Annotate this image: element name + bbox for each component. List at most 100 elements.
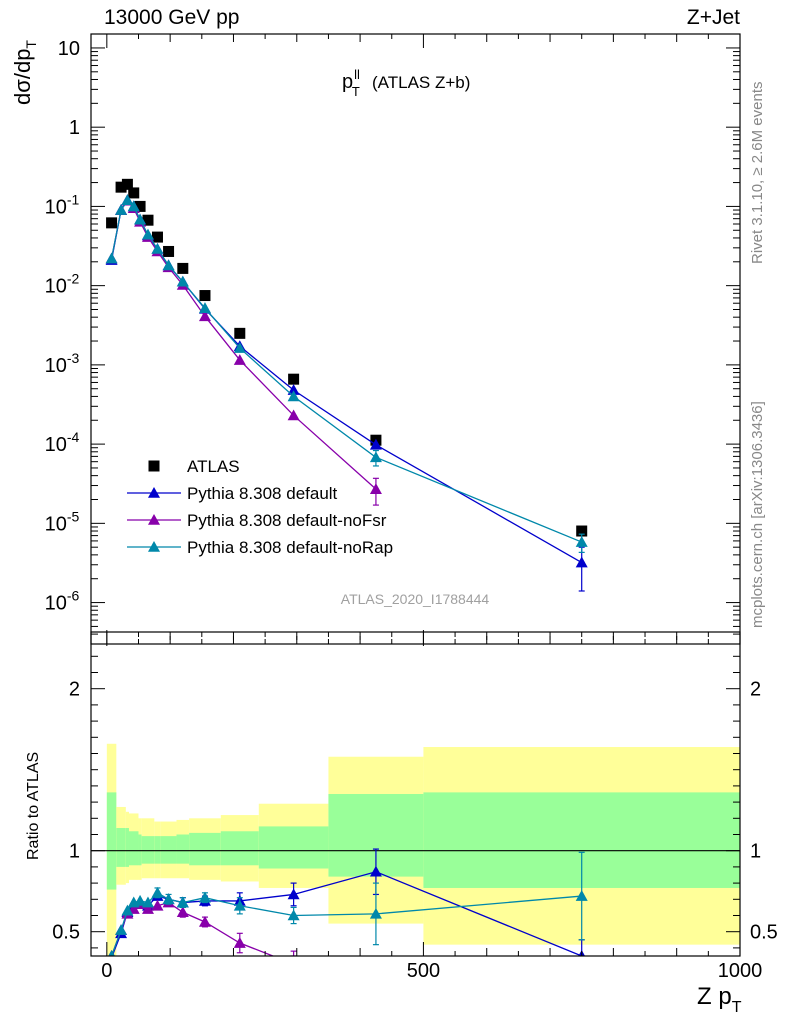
main-panel <box>105 178 588 592</box>
ratio-point <box>176 896 189 908</box>
data-point <box>106 217 118 229</box>
series-line <box>110 199 377 490</box>
ratio-point <box>369 907 382 919</box>
ratio-ytick-label: 1 <box>69 841 80 863</box>
series-0 <box>106 178 588 537</box>
ratio-point <box>287 909 300 921</box>
legend-label: Pythia 8.308 default <box>187 484 338 503</box>
band-stat <box>176 834 190 864</box>
ytick-label: 10-6 <box>45 588 80 615</box>
main-title: pll T (ATLAS Z+b) <box>342 67 470 99</box>
legend-marker <box>148 460 160 472</box>
data-point <box>128 187 140 199</box>
ratio-point <box>151 886 164 898</box>
band-stat <box>160 836 177 864</box>
ratio-ytick-label: 2 <box>750 679 761 701</box>
data-point <box>369 438 382 450</box>
data-point <box>287 409 300 421</box>
data-point <box>151 231 163 243</box>
ratio-point <box>176 906 189 918</box>
series-line <box>110 199 583 564</box>
ratio-ytick-label: 1 <box>750 841 761 863</box>
energy-label: 13000 GeV pp <box>104 6 239 29</box>
ytick-label: 10-3 <box>45 350 80 377</box>
data-point <box>199 290 211 302</box>
ytick-label: 10-1 <box>45 191 80 218</box>
legend-label: ATLAS <box>187 457 240 476</box>
data-point <box>575 536 588 547</box>
main-title-text: (ATLAS Z+b) <box>372 73 470 92</box>
band-stat <box>138 834 142 866</box>
ratio-point <box>369 865 382 877</box>
data-point <box>198 310 211 322</box>
ratio-point <box>198 891 211 903</box>
ratio-ylabel: Ratio to ATLAS <box>25 752 42 860</box>
legend: ATLAS Pythia 8.308 default Pythia 8.308 de… <box>127 457 393 557</box>
mcplots-label: mcplots.cern.ch [arXiv:1306.3436] <box>749 401 766 628</box>
data-point <box>233 354 246 365</box>
main-ticks: 10 1 10-1 10-2 10-3 10-4 10-5 10-6 <box>45 34 741 645</box>
data-point <box>142 214 154 226</box>
data-point <box>287 390 300 402</box>
ratio-ytick-label: 0.5 <box>750 922 778 944</box>
data-point <box>176 275 189 287</box>
main-ylabel: dσ/dpT <box>10 40 39 105</box>
ratio-ticks: 0 500 1000 0.5 0.5 1 1 2 2 <box>52 632 778 982</box>
data-point <box>287 384 300 395</box>
data-point <box>141 228 154 240</box>
band-stat <box>125 828 129 867</box>
xtick-label: 1000 <box>718 960 763 982</box>
ratio-ytick-label: 0.5 <box>52 922 80 944</box>
band-stat <box>258 826 329 869</box>
data-point <box>105 252 118 264</box>
series-line <box>110 199 582 543</box>
ratio-point <box>134 894 147 906</box>
data-point <box>162 259 175 271</box>
legend-label: Pythia 8.308 default-noRap <box>187 538 393 557</box>
ratio-point <box>141 903 154 914</box>
ratio-panel <box>91 743 740 956</box>
ratio-ytick-label: 2 <box>69 679 80 701</box>
band-stat <box>154 836 161 864</box>
ratio-point <box>575 890 588 901</box>
data-point <box>127 200 140 212</box>
ytick-label: 10-4 <box>45 429 80 456</box>
xtick-label: 0 <box>101 960 112 982</box>
band-stat <box>116 828 126 867</box>
ratio-point <box>287 888 300 900</box>
svg-text:Z pT: Z pT <box>697 983 742 1016</box>
band-stat <box>220 831 259 866</box>
data-point <box>134 213 147 225</box>
process-label: Z+Jet <box>687 6 740 29</box>
data-point <box>575 556 588 568</box>
xtick-label: 500 <box>407 960 440 982</box>
legend-marker <box>148 541 160 552</box>
ratio-point <box>121 904 134 916</box>
legend-label: Pythia 8.308 default-noFsr <box>187 511 387 530</box>
ytick-label: 1 <box>69 117 80 139</box>
data-point <box>121 194 134 205</box>
data-point <box>151 243 164 254</box>
ratio-series-2 <box>108 851 588 956</box>
data-point <box>369 483 382 494</box>
ytick-label: 10-2 <box>45 271 80 298</box>
ratio-point <box>115 924 128 935</box>
ytick-label: 10-5 <box>45 508 80 535</box>
band-stat <box>189 832 221 866</box>
band-stat <box>141 836 155 864</box>
data-point <box>288 373 300 385</box>
watermark: ATLAS_2020_I1788444 <box>341 591 490 607</box>
band-stat <box>106 792 117 890</box>
ratio-point <box>233 937 246 948</box>
data-point <box>234 327 246 339</box>
data-point <box>115 204 128 215</box>
ytick-label: 10 <box>58 38 80 60</box>
svg-text:dσ/dpT: dσ/dpT <box>10 40 39 105</box>
ratio-point <box>162 893 175 905</box>
legend-marker <box>148 487 160 498</box>
legend-marker <box>148 514 160 525</box>
ratio-xlabel: Z pT <box>697 983 742 1016</box>
ratio-frame <box>90 631 741 957</box>
ratio-point <box>108 950 115 956</box>
